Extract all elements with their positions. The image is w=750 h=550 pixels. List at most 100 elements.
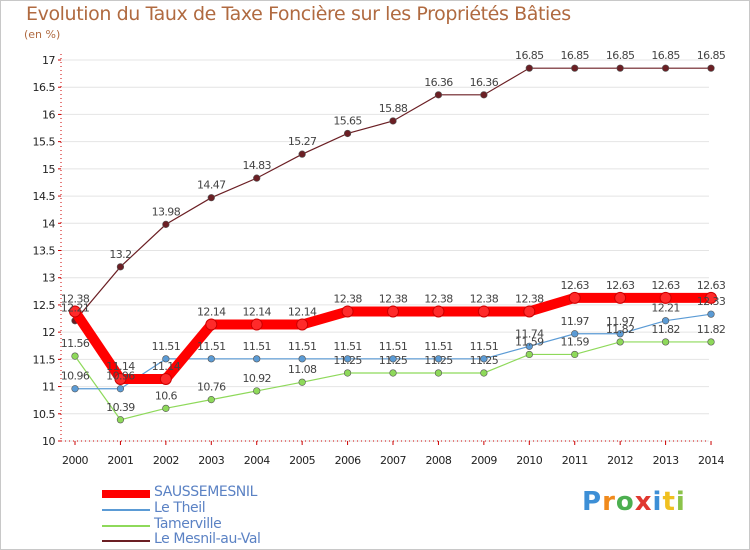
data-label-1: 11.51 — [470, 340, 499, 353]
data-point-0 — [432, 305, 445, 318]
data-point-1 — [480, 355, 488, 363]
data-point-1 — [116, 385, 125, 393]
data-label-0: 12.14 — [288, 306, 317, 319]
data-point-1 — [661, 317, 670, 325]
y-axis-unit-label: (en %) — [24, 28, 61, 41]
legend-swatch-saussemesnil — [102, 490, 150, 498]
x-tick-label: 2011 — [562, 454, 588, 467]
x-tick-label: 2005 — [289, 454, 315, 467]
data-point-3 — [571, 64, 579, 72]
data-label-1: 11.51 — [424, 340, 453, 353]
data-label-2: 11.56 — [61, 337, 90, 350]
data-point-0 — [659, 291, 672, 304]
y-tick-label: 10.5 — [33, 408, 56, 421]
data-point-0 — [705, 291, 718, 304]
data-point-0 — [250, 318, 263, 331]
logo-letter: t — [662, 487, 676, 517]
data-label-1: 11.51 — [242, 340, 271, 353]
x-tick-label: 2004 — [244, 454, 270, 467]
data-label-2: 11.25 — [379, 354, 408, 367]
data-label-2: 11.82 — [651, 323, 680, 336]
data-label-0: 12.38 — [515, 292, 544, 305]
legend-label-tamerville: Tamerville — [154, 516, 222, 532]
data-label-0: 12.14 — [242, 306, 271, 319]
data-point-1 — [298, 355, 306, 363]
data-point-0 — [614, 291, 627, 304]
y-tick-label: 16 — [42, 108, 55, 121]
data-label-1: 12.21 — [651, 302, 680, 315]
data-label-1: 11.51 — [197, 340, 226, 353]
data-label-3: 16.36 — [470, 76, 499, 89]
y-tick-label: 11 — [42, 381, 55, 394]
logo-letter: r — [602, 487, 616, 517]
data-label-3: 16.85 — [697, 49, 726, 62]
data-point-0 — [205, 318, 218, 331]
data-label-2: 11.25 — [333, 354, 362, 367]
data-label-0: 12.38 — [424, 292, 453, 305]
y-tick-label: 13.5 — [33, 245, 56, 258]
data-point-3 — [525, 64, 533, 72]
data-label-1: 10.96 — [61, 370, 90, 383]
data-label-0: 12.63 — [560, 279, 589, 292]
data-label-2: 11.82 — [606, 323, 635, 336]
legend-swatch-le-theil — [102, 509, 150, 511]
data-label-3: 16.85 — [606, 49, 635, 62]
data-label-3: 13.2 — [109, 248, 131, 261]
data-point-3 — [207, 194, 215, 202]
y-tick-label: 13 — [42, 272, 55, 285]
data-point-0 — [114, 372, 127, 385]
data-label-3: 14.47 — [197, 179, 226, 192]
data-label-3: 16.85 — [515, 49, 544, 62]
x-tick-label: 2001 — [107, 454, 133, 467]
data-point-2 — [207, 396, 215, 404]
x-tick-label: 2010 — [516, 454, 542, 467]
legend-swatch-tamerville — [102, 525, 150, 527]
data-point-3 — [480, 91, 488, 99]
x-tick-label: 2012 — [607, 454, 633, 467]
data-point-1 — [162, 355, 170, 363]
data-label-0: 11.14 — [152, 360, 181, 373]
x-tick-label: 2013 — [653, 454, 679, 467]
data-point-1 — [571, 330, 579, 338]
data-point-1 — [616, 330, 624, 338]
x-tick-label: 2008 — [425, 454, 451, 467]
legend-label-le-theil: Le Theil — [154, 500, 206, 516]
data-point-3 — [661, 64, 670, 72]
legend-label-le-mesnil-au-val: Le Mesnil-au-Val — [154, 531, 261, 547]
data-label-1: 11.51 — [152, 340, 181, 353]
data-point-3 — [116, 263, 125, 271]
data-point-0 — [387, 305, 400, 318]
data-point-0 — [296, 318, 309, 331]
data-point-1 — [207, 355, 215, 363]
data-point-0 — [568, 291, 581, 304]
data-label-2: 10.6 — [155, 389, 178, 402]
data-label-3: 16.36 — [424, 76, 453, 89]
data-point-2 — [298, 378, 306, 386]
logo-letter: o — [615, 487, 635, 517]
x-tick-label: 2009 — [471, 454, 497, 467]
data-point-2 — [480, 369, 488, 377]
legend-swatch-le-mesnil-au-val — [102, 540, 150, 542]
y-tick-label: 16.5 — [33, 81, 56, 94]
y-tick-label: 10 — [42, 435, 55, 448]
data-label-2: 11.25 — [424, 354, 453, 367]
x-tick-label: 2014 — [698, 454, 724, 467]
data-point-3 — [253, 174, 261, 182]
x-tick-label: 2007 — [380, 454, 406, 467]
data-label-0: 12.14 — [197, 306, 226, 319]
data-label-3: 16.85 — [560, 49, 589, 62]
data-point-1 — [389, 355, 397, 363]
x-tick-label: 2003 — [198, 454, 224, 467]
data-label-0: 12.63 — [606, 279, 635, 292]
data-label-3: 15.88 — [379, 102, 408, 115]
data-point-2 — [525, 350, 533, 359]
data-label-3: 15.27 — [288, 135, 317, 148]
data-point-2 — [71, 352, 79, 360]
data-point-0 — [159, 372, 172, 385]
data-label-1: 11.51 — [288, 340, 317, 353]
chart-title: Evolution du Taux de Taxe Foncière sur l… — [26, 3, 571, 25]
data-point-1 — [707, 310, 715, 318]
y-tick-label: 17 — [42, 54, 55, 67]
data-label-3: 12.21 — [61, 302, 90, 315]
data-label-0: 12.38 — [470, 292, 499, 305]
